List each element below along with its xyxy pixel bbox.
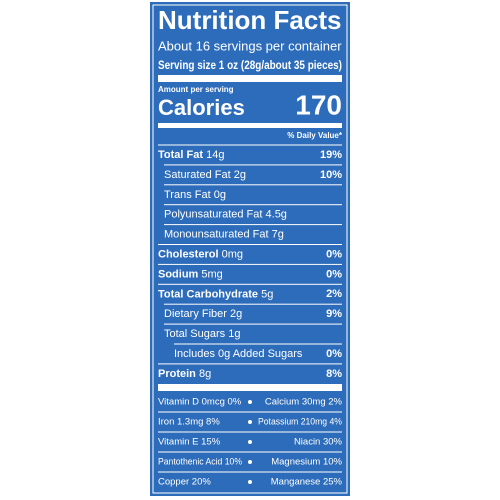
dv-header: % Daily Value* — [287, 131, 343, 140]
vitamin-right: Magnesium 10% — [271, 457, 342, 468]
nutrient-name: Includes 0g Added Sugars — [174, 348, 303, 360]
label-border — [152, 4, 348, 494]
nutrient-name: Cholesterol — [158, 248, 219, 260]
rule — [158, 451, 342, 453]
nutrient-amount: 4.5g — [266, 209, 287, 221]
nutrient-row: Sodium 5mg — [158, 268, 223, 280]
calories-label: Calories — [158, 95, 245, 120]
nutrient-amount: 5g — [261, 288, 273, 300]
vitamin-left: Pantothenic Acid 10% — [158, 457, 242, 468]
bullet — [248, 420, 252, 424]
nutrient-amount: 0mg — [222, 248, 243, 260]
rule — [174, 343, 342, 345]
nutrient-name: Trans Fat — [164, 189, 211, 201]
rule — [164, 224, 342, 226]
vitamin-left: Copper 20% — [158, 477, 211, 488]
nutrient-row: Total Sugars 1g — [164, 328, 240, 340]
rule — [158, 471, 342, 473]
bullet — [248, 400, 252, 404]
rule — [164, 303, 342, 305]
rule — [158, 144, 342, 146]
nutrient-dv: 10% — [320, 169, 342, 181]
servings: About 16 servings per container — [158, 38, 342, 53]
nutrient-dv: 8% — [326, 368, 342, 380]
rule — [158, 283, 342, 285]
nutrient-row: Dietary Fiber 2g — [164, 308, 242, 320]
label-background — [150, 2, 350, 496]
nutrient-row: Monounsaturated Fat 7g — [164, 229, 284, 241]
rule — [158, 123, 342, 128]
nutrient-name: Total Carbohydrate — [158, 288, 258, 300]
nutrient-row: Protein 8g — [158, 368, 211, 380]
nutrient-dv: 0% — [326, 248, 342, 260]
rule — [158, 363, 342, 365]
vitamin-right: Potassium 210mg 4% — [258, 417, 342, 428]
serving-size: Serving size 1 oz (28g/about 35 pieces) — [158, 58, 342, 72]
nutrient-name: Saturated Fat — [164, 169, 231, 181]
nutrient-dv: 0% — [326, 268, 342, 280]
nutrient-amount: 8g — [199, 368, 211, 380]
nutrient-row: Polyunsaturated Fat 4.5g — [164, 209, 287, 221]
bullet — [248, 460, 252, 464]
rule — [158, 384, 342, 391]
rule — [158, 263, 342, 265]
nutrient-dv: 9% — [326, 308, 342, 320]
nutrient-amount: 2g — [230, 308, 242, 320]
vitamin-right: Manganese 25% — [271, 477, 343, 488]
nutrient-dv: 0% — [326, 348, 342, 360]
rule — [164, 164, 342, 166]
nutrient-name: Protein — [158, 368, 196, 380]
vitamin-left: Iron 1.3mg 8% — [158, 417, 220, 428]
calories-value: 170 — [295, 89, 342, 120]
nutrient-row: Total Carbohydrate 5g — [158, 288, 273, 300]
title: Nutrition Facts — [158, 5, 341, 35]
rule — [164, 204, 342, 206]
nutrient-dv: 19% — [320, 149, 342, 161]
nutrient-amount: 0g — [214, 189, 226, 201]
rule — [164, 184, 342, 186]
vitamin-left: Vitamin E 15% — [158, 437, 221, 448]
nutrient-dv: 2% — [326, 288, 342, 300]
nutrient-row: Saturated Fat 2g — [164, 169, 246, 181]
nutrient-row: Trans Fat 0g — [164, 189, 226, 201]
bullet — [248, 440, 252, 444]
rule — [158, 411, 342, 413]
rule — [158, 431, 342, 433]
vitamin-left: Vitamin D 0mcg 0% — [158, 397, 242, 408]
nutrient-name: Total Sugars — [164, 328, 226, 340]
nutrient-amount: 14g — [206, 149, 224, 161]
nutrient-name: Polyunsaturated Fat — [164, 209, 262, 221]
nutrient-name: Dietary Fiber — [164, 308, 227, 320]
rule — [158, 244, 342, 245]
nutrient-name: Sodium — [158, 268, 199, 280]
vitamin-right: Calcium 30mg 2% — [265, 397, 343, 408]
rule — [158, 75, 342, 82]
amount-per-serving: Amount per serving — [158, 85, 234, 94]
nutrient-row: Cholesterol 0mg — [158, 248, 243, 260]
nutrient-amount: 1g — [228, 328, 240, 340]
rule — [164, 323, 342, 325]
serving-size-label: Serving size — [158, 58, 216, 72]
nutrient-row: Includes 0g Added Sugars — [174, 348, 303, 360]
serving-size-value: 1 oz (28g/about 35 pieces) — [219, 58, 342, 72]
nutrient-amount: 7g — [272, 229, 284, 241]
vitamin-right: Niacin 30% — [294, 437, 343, 448]
nutrient-amount: 2g — [234, 169, 246, 181]
nutrient-row: Total Fat 14g — [158, 149, 224, 161]
bullet — [248, 480, 252, 484]
nutrient-name: Monounsaturated Fat — [164, 229, 269, 241]
nutrient-name: Total Fat — [158, 149, 203, 161]
nutrient-amount: 5mg — [201, 268, 222, 280]
